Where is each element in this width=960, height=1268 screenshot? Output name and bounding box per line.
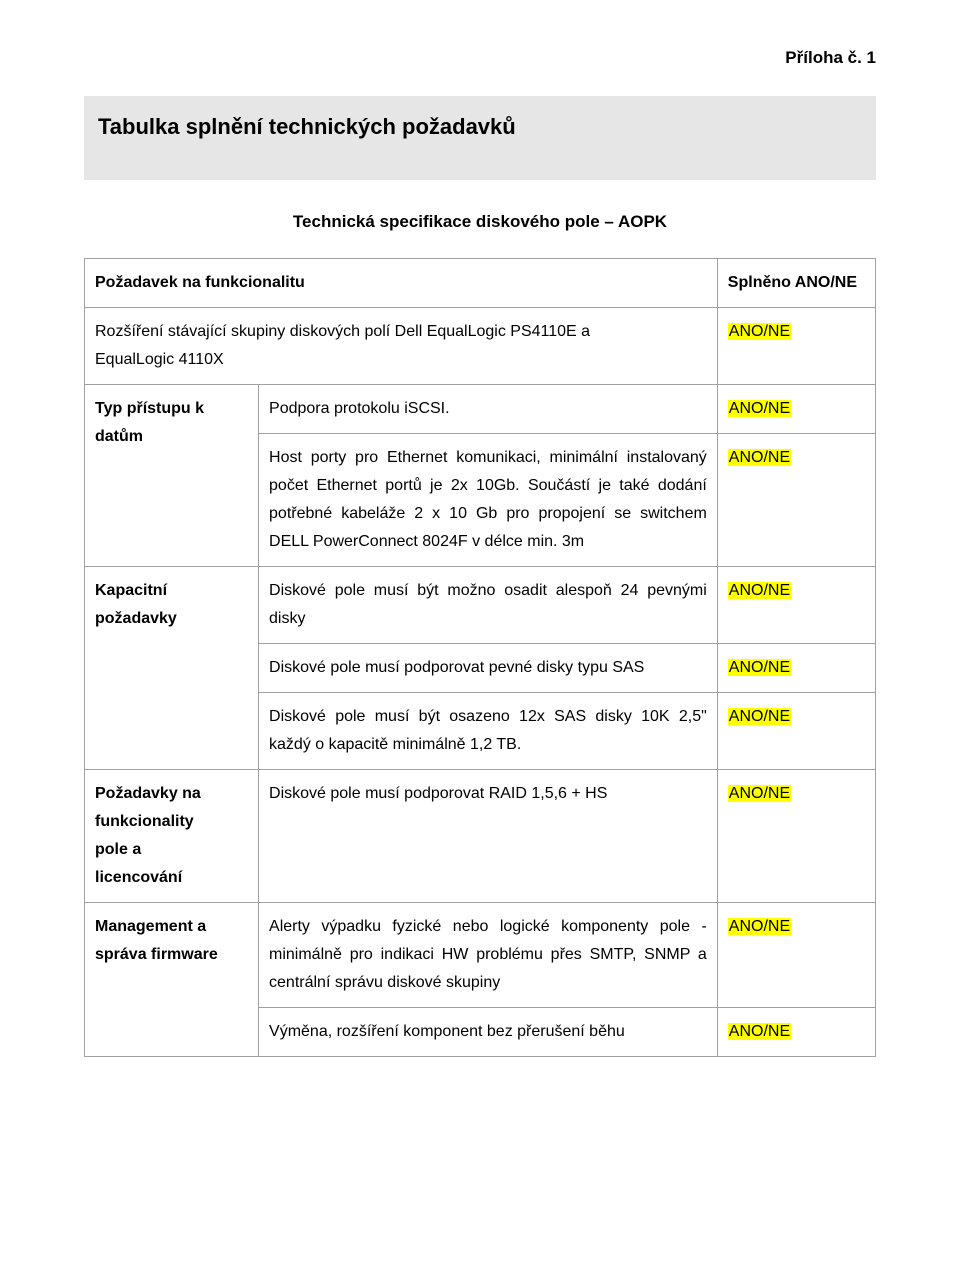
functionality-label: Požadavky na funkcionality pole a licenc…	[85, 770, 259, 903]
status-tag: ANO/NE	[728, 708, 791, 725]
capacity-label: Kapacitní požadavky	[85, 567, 259, 770]
access-body1: Podpora protokolu iSCSI.	[259, 385, 718, 434]
access-label-l2: datům	[95, 428, 143, 445]
capacity-label-l1: Kapacitní	[95, 582, 167, 599]
mgmt-label-l2: správa firmware	[95, 946, 218, 963]
mgmt-status2-cell: ANO/NE	[717, 1008, 875, 1057]
row-mgmt-1: Management a správa firmware Alerty výpa…	[85, 903, 876, 1008]
extension-line2: EqualLogic 4110X	[95, 351, 224, 368]
document-page: Příloha č. 1 Tabulka splnění technických…	[0, 0, 960, 1268]
status-tag: ANO/NE	[728, 1023, 791, 1040]
capacity-status2-cell: ANO/NE	[717, 644, 875, 693]
document-subtitle: Technická specifikace diskového pole – A…	[84, 212, 876, 232]
access-label: Typ přístupu k datům	[85, 385, 259, 567]
func-label-l3: pole a	[95, 841, 141, 858]
extension-label: Rozšíření stávající skupiny diskových po…	[85, 308, 718, 385]
row-capacity-1: Kapacitní požadavky Diskové pole musí bý…	[85, 567, 876, 644]
capacity-label-l2: požadavky	[95, 610, 177, 627]
row-extension: Rozšíření stávající skupiny diskových po…	[85, 308, 876, 385]
func-label-l4: licencování	[95, 869, 182, 886]
extension-status-cell: ANO/NE	[717, 308, 875, 385]
func-label-l2: funkcionality	[95, 813, 194, 830]
access-status1-cell: ANO/NE	[717, 385, 875, 434]
row-functionality: Požadavky na funkcionality pole a licenc…	[85, 770, 876, 903]
header-requirement: Požadavek na funkcionalitu	[85, 259, 718, 308]
status-tag: ANO/NE	[728, 785, 791, 802]
access-label-l1: Typ přístupu k	[95, 400, 204, 417]
capacity-status3-cell: ANO/NE	[717, 693, 875, 770]
status-tag: ANO/NE	[728, 323, 791, 340]
header-status: Splněno ANO/NE	[717, 259, 875, 308]
capacity-body1: Diskové pole musí být možno osadit alesp…	[259, 567, 718, 644]
status-tag: ANO/NE	[728, 659, 791, 676]
row-access-1: Typ přístupu k datům Podpora protokolu i…	[85, 385, 876, 434]
table-header-row: Požadavek na funkcionalitu Splněno ANO/N…	[85, 259, 876, 308]
mgmt-body2: Výměna, rozšíření komponent bez přerušen…	[259, 1008, 718, 1057]
status-tag: ANO/NE	[728, 400, 791, 417]
status-tag: ANO/NE	[728, 582, 791, 599]
functionality-status1-cell: ANO/NE	[717, 770, 875, 903]
mgmt-label: Management a správa firmware	[85, 903, 259, 1057]
title-block: Tabulka splnění technických požadavků	[84, 96, 876, 180]
mgmt-body1: Alerty výpadku fyzické nebo logické komp…	[259, 903, 718, 1008]
mgmt-status1-cell: ANO/NE	[717, 903, 875, 1008]
mgmt-label-l1: Management a	[95, 918, 206, 935]
extension-line1: Rozšíření stávající skupiny diskových po…	[95, 323, 590, 340]
status-tag: ANO/NE	[728, 449, 791, 466]
access-status2-cell: ANO/NE	[717, 434, 875, 567]
capacity-status1-cell: ANO/NE	[717, 567, 875, 644]
func-label-l1: Požadavky na	[95, 785, 201, 802]
access-body2: Host porty pro Ethernet komunikaci, mini…	[259, 434, 718, 567]
requirements-table: Požadavek na funkcionalitu Splněno ANO/N…	[84, 258, 876, 1057]
status-tag: ANO/NE	[728, 918, 791, 935]
functionality-body1: Diskové pole musí podporovat RAID 1,5,6 …	[259, 770, 718, 903]
capacity-body2: Diskové pole musí podporovat pevné disky…	[259, 644, 718, 693]
document-title: Tabulka splnění technických požadavků	[98, 114, 516, 139]
appendix-label: Příloha č. 1	[84, 48, 876, 68]
capacity-body3: Diskové pole musí být osazeno 12x SAS di…	[259, 693, 718, 770]
